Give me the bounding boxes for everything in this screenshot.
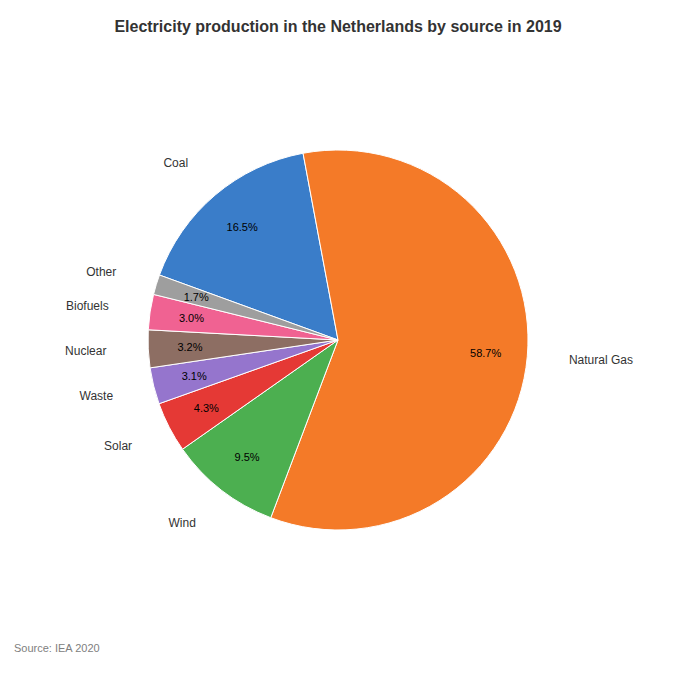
- svg-text:16.5%: 16.5%: [227, 221, 258, 233]
- svg-text:4.3%: 4.3%: [194, 402, 219, 414]
- svg-text:Solar: Solar: [104, 439, 132, 453]
- html-text:Electricity production in the: Electricity production in the Netherland…: [114, 18, 562, 35]
- svg-text:Nuclear: Nuclear: [65, 344, 106, 358]
- svg-text:1.7%: 1.7%: [184, 291, 209, 303]
- html-text:Source: IEA 2020: Source: IEA 2020: [14, 642, 100, 654]
- svg-text:3.1%: 3.1%: [182, 370, 207, 382]
- svg-text:3.0%: 3.0%: [179, 312, 204, 324]
- svg-text:Wind: Wind: [169, 516, 196, 530]
- svg-text:Biofuels: Biofuels: [66, 299, 109, 313]
- svg-text:Coal: Coal: [163, 156, 188, 170]
- svg-text:Waste: Waste: [80, 389, 114, 403]
- svg-text:58.7%: 58.7%: [470, 347, 501, 359]
- svg-text:3.2%: 3.2%: [177, 341, 202, 353]
- svg-text:9.5%: 9.5%: [235, 451, 260, 463]
- svg-text:Natural Gas: Natural Gas: [569, 353, 633, 367]
- svg-text:Other: Other: [86, 265, 116, 279]
